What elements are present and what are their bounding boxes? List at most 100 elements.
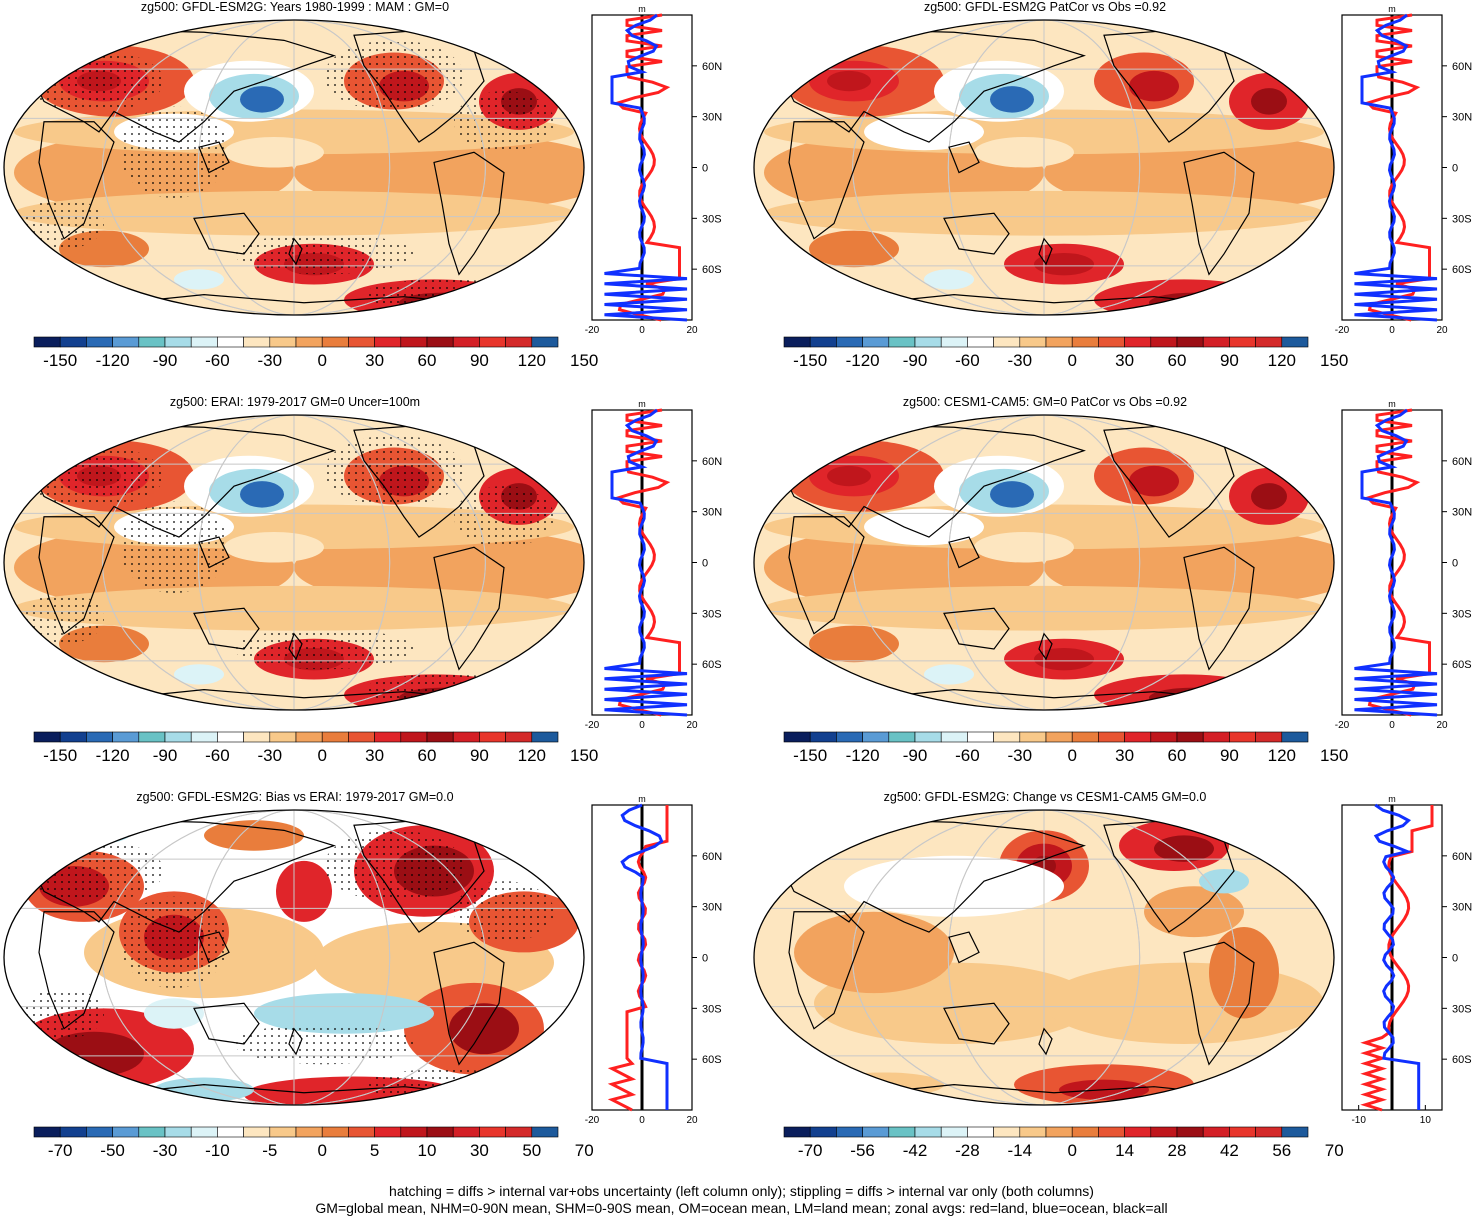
profile-lat-label: 0 (702, 163, 708, 175)
panel-graphics: m -20 0 20 60N 30N 0 30S 60S -150 -120 -90 -60 -30 0 30… (3, 4, 722, 370)
colorbar-swatch (59, 731, 87, 743)
colorbar-swatch (836, 731, 863, 743)
profile-x-tick-label: 0 (1389, 325, 1395, 336)
colorbar-swatch (1202, 731, 1230, 743)
coastline (433, 546, 505, 671)
contour-region (809, 230, 899, 268)
colorbar-tick-label: -30 (153, 1141, 178, 1160)
colorbar-tick-label: 30 (365, 746, 384, 765)
graticule-lon (852, 20, 1236, 315)
contour-region (827, 70, 871, 92)
colorbar-swatch (112, 731, 140, 743)
colorbar-swatch (1124, 1126, 1152, 1138)
map-border (3, 809, 585, 1106)
colorbar-swatch (164, 1126, 192, 1138)
colorbar-tick-label: 30 (365, 351, 384, 370)
stippling-region (454, 486, 554, 548)
coastline (193, 212, 260, 255)
colorbar-swatch (783, 1126, 811, 1138)
graticule-lon (852, 415, 1236, 710)
coastline (198, 931, 230, 964)
colorbar-swatch (164, 336, 192, 348)
profile-x-tick-label: -20 (585, 325, 600, 336)
colorbar-tick-label: 120 (1268, 746, 1296, 765)
graticule-lon (197, 810, 391, 1105)
colorbar-swatch (967, 1126, 994, 1138)
profile-lat-label: 30N (1452, 507, 1472, 519)
panel-p2: zg500: GFDL-ESM2G PatCor vs Obs =0.92 m -2… (750, 0, 1483, 390)
colorbar-swatch (1045, 1126, 1073, 1138)
colorbar: -150 -120 -90 -60 -30 0 30 60 90 120 150 (783, 731, 1348, 765)
profile-lat-label: 60N (1452, 456, 1472, 468)
profile-unit-label: m (1388, 794, 1396, 804)
colorbar-swatch (452, 1126, 480, 1138)
profile-lat-label: 0 (702, 953, 708, 965)
colorbar-swatch (86, 1126, 113, 1138)
coastline (1183, 941, 1255, 1066)
coastline (943, 212, 1010, 255)
colorbar-swatch (940, 336, 968, 348)
profile-lat-label: 30N (1452, 112, 1472, 124)
colorbar-swatch (1255, 336, 1283, 348)
colorbar-tick-label: -60 (205, 351, 230, 370)
map-plot (753, 19, 1335, 316)
colorbar-tick-label: 28 (1168, 1141, 1187, 1160)
colorbar-tick-label: 120 (1268, 351, 1296, 370)
colorbar-swatch (1045, 731, 1073, 743)
zonal-mean-ocean-line (1354, 408, 1438, 717)
colorbar-swatch (1229, 731, 1256, 743)
colorbar-swatch (1255, 731, 1283, 743)
contour-region (174, 269, 224, 290)
profile-lat-label: 60S (702, 264, 722, 276)
map-border (3, 19, 585, 316)
colorbar: -150 -120 -90 -60 -30 0 30 60 90 120 150 (33, 731, 598, 765)
colorbar-tick-label: 14 (1115, 1141, 1134, 1160)
panel-graphics: m -20 0 20 60N 30N 0 30S 60S -150 -120 -90 -60 -30 0 30… (3, 399, 722, 765)
coastline (33, 424, 336, 538)
profile-lat-label: 0 (1452, 953, 1458, 965)
contour-region (34, 815, 134, 846)
colorbar-swatch (1176, 1126, 1204, 1138)
panel-p4: zg500: CESM1-CAM5: GM=0 PatCor vs Obs =0… (750, 395, 1483, 785)
colorbar-tick-label: -150 (793, 351, 827, 370)
zonal-mean-land-line (615, 13, 681, 322)
colorbar-tick-label: 60 (1168, 746, 1187, 765)
coastline (1038, 632, 1053, 661)
colorbar-tick-label: 70 (1325, 1141, 1344, 1160)
stippling-region (324, 40, 464, 112)
coastline (288, 632, 303, 661)
colorbar-swatch (1019, 731, 1047, 743)
graticule-lon (197, 20, 391, 315)
colorbar-swatch (59, 1126, 87, 1138)
colorbar-swatch (269, 336, 297, 348)
profile-lat-label: 0 (1452, 163, 1458, 175)
colorbar-swatch (1098, 336, 1125, 348)
colorbar-swatch (1098, 731, 1125, 743)
graticule-lon (102, 415, 486, 710)
contour-region (924, 664, 974, 685)
colorbar-swatch (967, 336, 994, 348)
colorbar: -70 -56 -42 -28 -14 0 14 28 42 56 70 (783, 1126, 1344, 1160)
colorbar-swatch (531, 1126, 559, 1138)
profile-x-tick-label: 20 (686, 720, 698, 731)
colorbar-swatch (836, 336, 863, 348)
colorbar-swatch (321, 731, 349, 743)
colorbar-swatch (1019, 336, 1047, 348)
zonal-mean-ocean-line (1354, 13, 1438, 322)
colorbar-tick-label: 0 (317, 1141, 326, 1160)
profile-lat-label: 60N (702, 851, 722, 863)
map-plot (753, 809, 1335, 1106)
colorbar-tick-label: -56 (850, 1141, 875, 1160)
colorbar-tick-label: -70 (48, 1141, 73, 1160)
colorbar-tick-label: 60 (418, 351, 437, 370)
stippling-region (24, 988, 104, 1039)
colorbar-swatch (888, 1126, 916, 1138)
panel-p6: zg500: GFDL-ESM2G: Change vs CESM1-CAM5 … (750, 790, 1483, 1180)
map-border (753, 19, 1335, 316)
colorbar-tick-label: 30 (1115, 746, 1134, 765)
colorbar-swatch (1071, 1126, 1099, 1138)
colorbar-swatch (993, 731, 1021, 743)
colorbar-swatch (783, 336, 811, 348)
colorbar-swatch (243, 336, 271, 348)
coastline (948, 536, 980, 569)
